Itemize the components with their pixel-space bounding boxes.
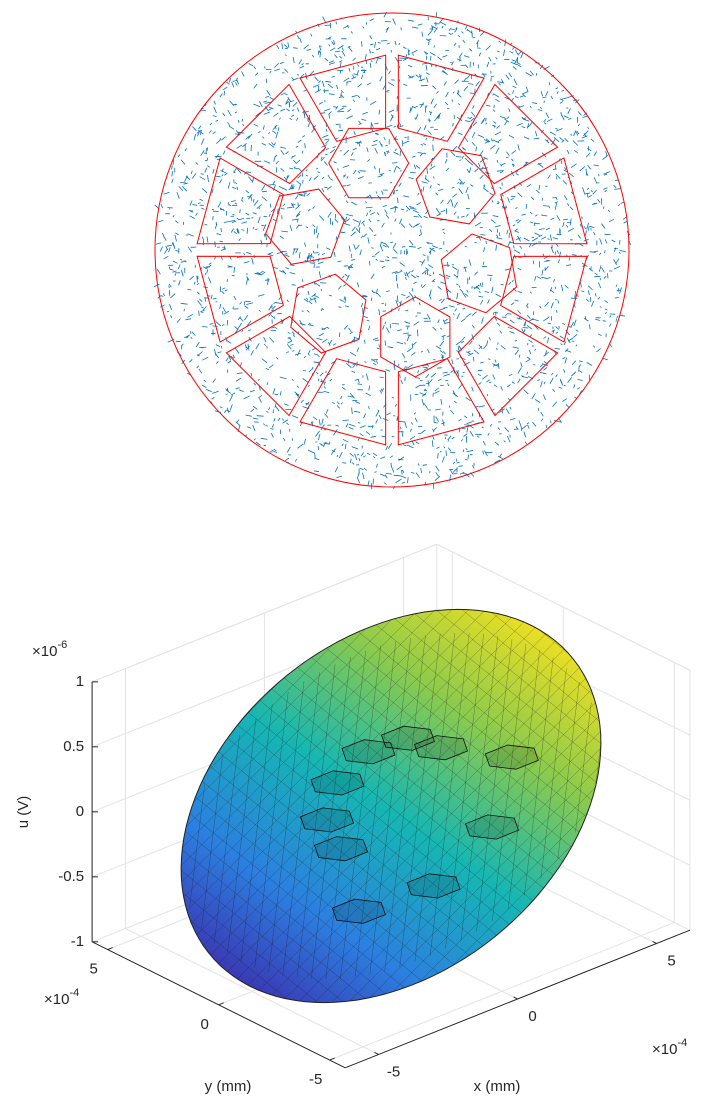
- tick-mark: [330, 1058, 335, 1060]
- cell-boundary: [291, 274, 366, 353]
- y-tick-label: 5: [89, 961, 97, 978]
- z-axis-label: u (V): [15, 796, 32, 829]
- tick-mark: [219, 1003, 224, 1005]
- tick-mark: [375, 1052, 379, 1054]
- axis-multiplier: ×10-6: [32, 639, 67, 660]
- x-tick-label: 0: [528, 1008, 536, 1025]
- y-tick-label: -5: [309, 1071, 322, 1088]
- x-axis-label: x (mm): [474, 1078, 521, 1095]
- surface-plot: -1-0.500.51-505-505×10-6×10-4×10-4u (V)y…: [15, 544, 690, 1095]
- axis-multiplier: ×10-4: [652, 1037, 687, 1058]
- cell-boundary: [458, 316, 557, 415]
- z-tick-label: 1: [76, 673, 84, 690]
- cell-boundary: [458, 84, 557, 183]
- z-tick-label: 0.5: [63, 738, 84, 755]
- tick-mark: [653, 941, 657, 943]
- axis-multiplier: ×10-4: [44, 987, 79, 1008]
- cell-boundary: [226, 84, 325, 183]
- z-tick-label: -1: [71, 933, 84, 950]
- multiplier-exponent: -4: [69, 987, 79, 999]
- cell-boundary: [226, 316, 325, 415]
- cell-boundary: [197, 158, 283, 244]
- tick-mark: [514, 997, 518, 999]
- cell-boundary: [381, 297, 450, 377]
- cell-boundary: [300, 359, 386, 445]
- tick-mark: [108, 948, 113, 950]
- cell-boundary: [501, 158, 587, 244]
- z-tick-label: -0.5: [58, 868, 84, 885]
- y-tick-label: 0: [200, 1016, 208, 1033]
- multiplier-exponent: -4: [677, 1037, 687, 1049]
- figure: -1-0.500.51-505-505×10-6×10-4×10-4u (V)y…: [0, 0, 706, 1106]
- multiplier-exponent: -6: [57, 639, 67, 651]
- y-axis-label: y (mm): [205, 1078, 252, 1095]
- multiplier-base: ×10: [44, 991, 69, 1008]
- surface: [181, 609, 601, 1002]
- multiplier-base: ×10: [652, 1041, 677, 1058]
- quiver-plot: [154, 12, 631, 489]
- cell-boundary: [197, 256, 283, 342]
- z-tick-label: 0: [76, 803, 84, 820]
- x-tick-label: -5: [387, 1063, 400, 1080]
- x-tick-label: 5: [667, 952, 675, 969]
- multiplier-base: ×10: [32, 643, 57, 660]
- cell-boundary: [441, 234, 516, 313]
